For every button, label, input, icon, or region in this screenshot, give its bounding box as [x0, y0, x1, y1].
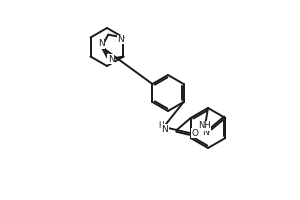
Text: N: N — [108, 55, 115, 64]
Text: N: N — [161, 124, 168, 134]
Text: N: N — [98, 40, 105, 48]
Text: N: N — [202, 128, 208, 137]
Text: N: N — [117, 35, 124, 44]
Text: H: H — [158, 120, 164, 130]
Text: O: O — [191, 129, 198, 138]
Text: NH: NH — [198, 121, 211, 130]
